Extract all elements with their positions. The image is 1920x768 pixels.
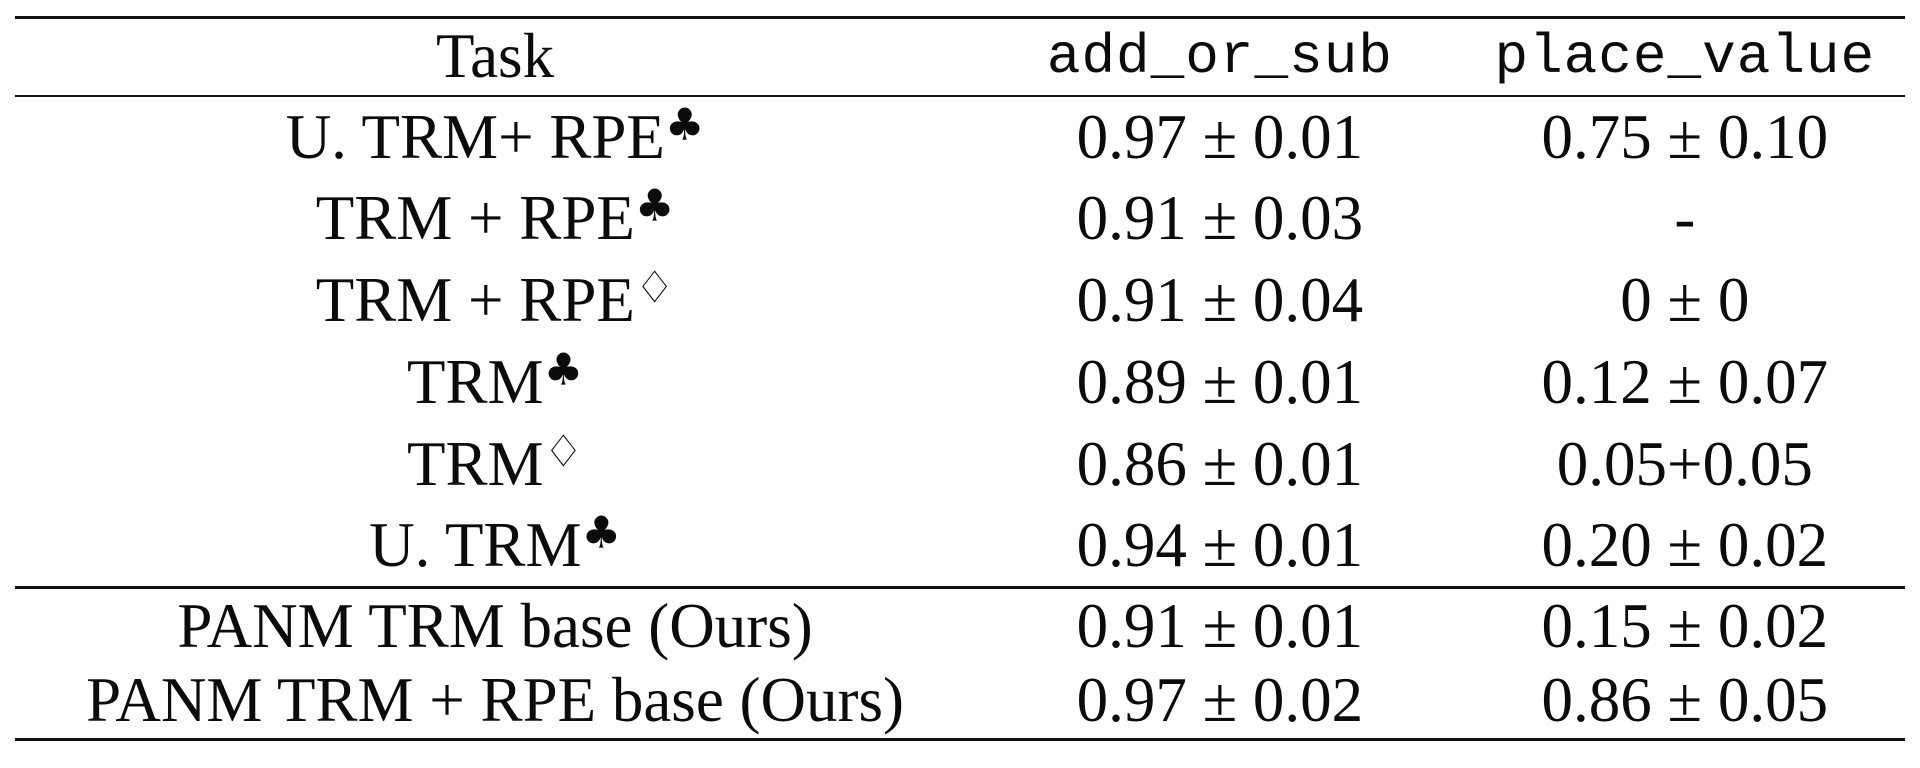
task-cell: TRM + RPE♣ (15, 178, 975, 260)
task-label: TRM (407, 429, 544, 499)
place-value-cell: 0 ± 0 (1620, 265, 1750, 335)
club-suit-icon: ♣ (581, 507, 622, 559)
table-row: TRM + RPE♢ 0.91 ± 0.04 0 ± 0 (15, 260, 1905, 342)
task-cell: PANM TRM + RPE base (Ours) (15, 664, 975, 740)
results-table: Task add_or_sub place_value U. TRM+ RPE♣… (15, 16, 1905, 741)
club-suit-icon: ♣ (664, 98, 705, 150)
place-value-cell: 0.20 ± 0.02 (1541, 510, 1829, 581)
place-value-cell: 0.05+0.05 (1556, 429, 1813, 499)
task-cell: TRM♢ (15, 424, 975, 506)
task-label: TRM + RPE (315, 265, 635, 335)
header-row: Task add_or_sub place_value (15, 18, 1905, 96)
column-header-add-or-sub: add_or_sub (1046, 24, 1393, 89)
task-cell: U. TRM+ RPE♣ (15, 96, 975, 178)
add-or-sub-cell: 0.91 ± 0.01 (1076, 590, 1364, 661)
task-cell: U. TRM♣ (15, 506, 975, 588)
add-or-sub-cell: 0.91 ± 0.03 (1076, 183, 1364, 253)
ours-rows-group: PANM TRM base (Ours) 0.91 ± 0.01 0.15 ± … (15, 588, 1905, 740)
task-label: U. TRM+ RPE (285, 101, 665, 172)
diamond-suit-icon: ♢ (634, 262, 675, 314)
task-label: TRM (407, 347, 544, 417)
add-or-sub-cell: 0.91 ± 0.04 (1076, 265, 1364, 335)
table-row: PANM TRM base (Ours) 0.91 ± 0.01 0.15 ± … (15, 588, 1905, 664)
club-suit-icon: ♣ (543, 344, 584, 396)
task-cell: TRM♣ (15, 342, 975, 424)
place-value-cell: 0.15 ± 0.02 (1541, 590, 1829, 661)
task-label: PANM TRM + RPE base (Ours) (86, 665, 904, 736)
table-row: U. TRM♣ 0.94 ± 0.01 0.20 ± 0.02 (15, 506, 1905, 588)
table-row: TRM + RPE♣ 0.91 ± 0.03 - (15, 178, 1905, 260)
table-row: TRM♢ 0.86 ± 0.01 0.05+0.05 (15, 424, 1905, 506)
task-label: U. TRM (369, 510, 582, 581)
add-or-sub-cell: 0.94 ± 0.01 (1076, 510, 1364, 581)
column-header-place-value: place_value (1494, 24, 1876, 89)
place-value-cell: - (1674, 183, 1696, 253)
place-value-cell: 0.75 ± 0.10 (1541, 101, 1829, 172)
place-value-cell: 0.86 ± 0.05 (1541, 665, 1829, 736)
table-header: Task add_or_sub place_value (15, 18, 1905, 96)
task-cell: PANM TRM base (Ours) (15, 588, 975, 664)
column-header-task: Task (436, 21, 555, 92)
add-or-sub-cell: 0.86 ± 0.01 (1076, 429, 1364, 499)
add-or-sub-cell: 0.97 ± 0.02 (1076, 665, 1364, 736)
club-suit-icon: ♣ (634, 180, 675, 232)
add-or-sub-cell: 0.97 ± 0.01 (1076, 101, 1364, 172)
task-cell: TRM + RPE♢ (15, 260, 975, 342)
task-label: TRM + RPE (315, 183, 635, 253)
table-row: PANM TRM + RPE base (Ours) 0.97 ± 0.02 0… (15, 664, 1905, 740)
add-or-sub-cell: 0.89 ± 0.01 (1076, 347, 1364, 417)
diamond-suit-icon: ♢ (543, 426, 584, 478)
baseline-rows-group: U. TRM+ RPE♣ 0.97 ± 0.01 0.75 ± 0.10 TRM… (15, 96, 1905, 588)
table-row: TRM♣ 0.89 ± 0.01 0.12 ± 0.07 (15, 342, 1905, 424)
place-value-cell: 0.12 ± 0.07 (1541, 347, 1829, 417)
task-label: PANM TRM base (Ours) (177, 590, 813, 661)
table-row: U. TRM+ RPE♣ 0.97 ± 0.01 0.75 ± 0.10 (15, 96, 1905, 178)
